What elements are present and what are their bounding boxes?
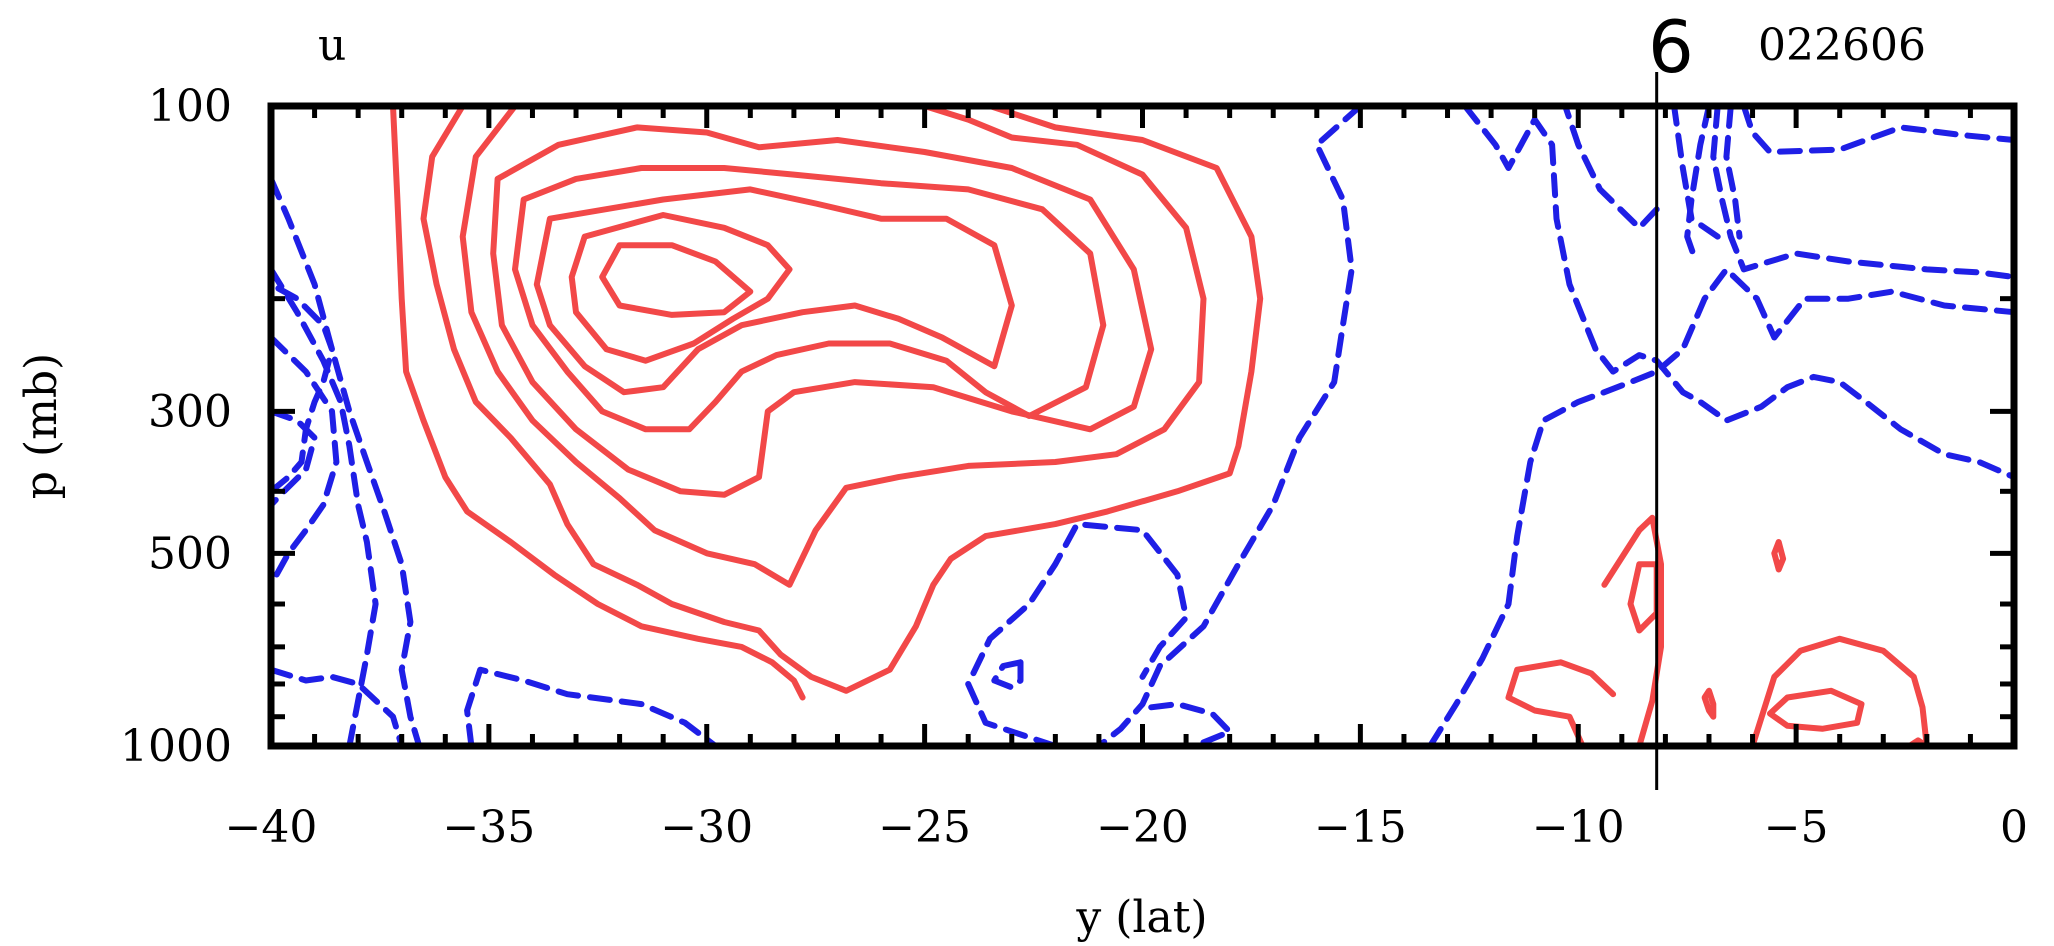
axis-tick-labels: −40 −35 −30 −25 −20 −15 −10 −5 0 100 300 500 1000 xyxy=(120,81,2028,853)
positive-contours xyxy=(390,103,1930,749)
x-tick-label: −10 xyxy=(1532,802,1625,853)
negative-contour-3 xyxy=(268,334,340,588)
negative-contour-5 xyxy=(268,281,335,495)
negative-contour-1 xyxy=(268,175,423,749)
positive-contour-11 xyxy=(1627,561,1660,634)
y-tick-label: 500 xyxy=(148,528,232,579)
negative-contour-2 xyxy=(268,266,379,749)
positive-contour-9 xyxy=(1601,514,1664,749)
positive-contour-6 xyxy=(533,186,1015,396)
negative-contour-12 xyxy=(1462,103,2017,481)
negative-contour-19 xyxy=(1723,103,1743,240)
negative-contour-9 xyxy=(965,521,1190,749)
positive-contour-2 xyxy=(420,103,1264,694)
handwritten-annotation: 6 xyxy=(1648,5,1694,89)
run-tag: 022606 xyxy=(1758,20,1926,71)
negative-contour-16 xyxy=(1740,103,2017,155)
positive-contour-8 xyxy=(599,242,754,318)
x-tick-label: −40 xyxy=(225,802,318,853)
x-tick-label: −25 xyxy=(878,802,971,853)
y-tick-label: 1000 xyxy=(120,721,232,772)
positive-contour-5 xyxy=(512,165,1107,433)
negative-contour-18 xyxy=(1684,103,1712,265)
negative-contour-6 xyxy=(268,666,405,749)
x-tick-label: −35 xyxy=(442,802,535,853)
positive-contour-10 xyxy=(1505,659,1617,749)
x-tick-label: 0 xyxy=(2000,802,2028,853)
x-axis-title: y (lat) xyxy=(1075,892,1207,943)
positive-contour-14 xyxy=(1701,687,1717,720)
positive-contour-7 xyxy=(568,212,793,364)
negative-contour-7 xyxy=(464,666,719,749)
negative-contour-14 xyxy=(1562,103,1660,231)
x-tick-label: −15 xyxy=(1314,802,1407,853)
positive-contour-4 xyxy=(490,124,1155,498)
y-tick-label: 300 xyxy=(148,386,232,437)
negative-contour-4 xyxy=(268,408,318,508)
negative-contour-10 xyxy=(991,659,1024,691)
positive-contour-15 xyxy=(1771,539,1787,573)
negative-contours xyxy=(268,103,2017,749)
y-axis-title: p (mb) xyxy=(16,353,67,499)
chart-title: u xyxy=(318,20,346,71)
positive-contour-1 xyxy=(390,103,806,701)
x-tick-label: −30 xyxy=(660,802,753,853)
x-tick-label: −5 xyxy=(1764,802,1829,853)
positive-contour-13 xyxy=(1767,687,1865,732)
positive-contour-3 xyxy=(459,103,1207,588)
x-tick-label: −20 xyxy=(1096,802,1189,853)
negative-contour-17 xyxy=(1710,103,2017,280)
negative-contour-11 xyxy=(1148,701,1233,749)
plot-frame xyxy=(267,102,2018,750)
negative-contour-8 xyxy=(1095,103,1364,749)
positive-contour-12 xyxy=(1749,635,1930,749)
axis-ticks xyxy=(271,106,2014,746)
negative-contour-15 xyxy=(1671,103,1721,240)
y-tick-label: 100 xyxy=(148,81,232,132)
